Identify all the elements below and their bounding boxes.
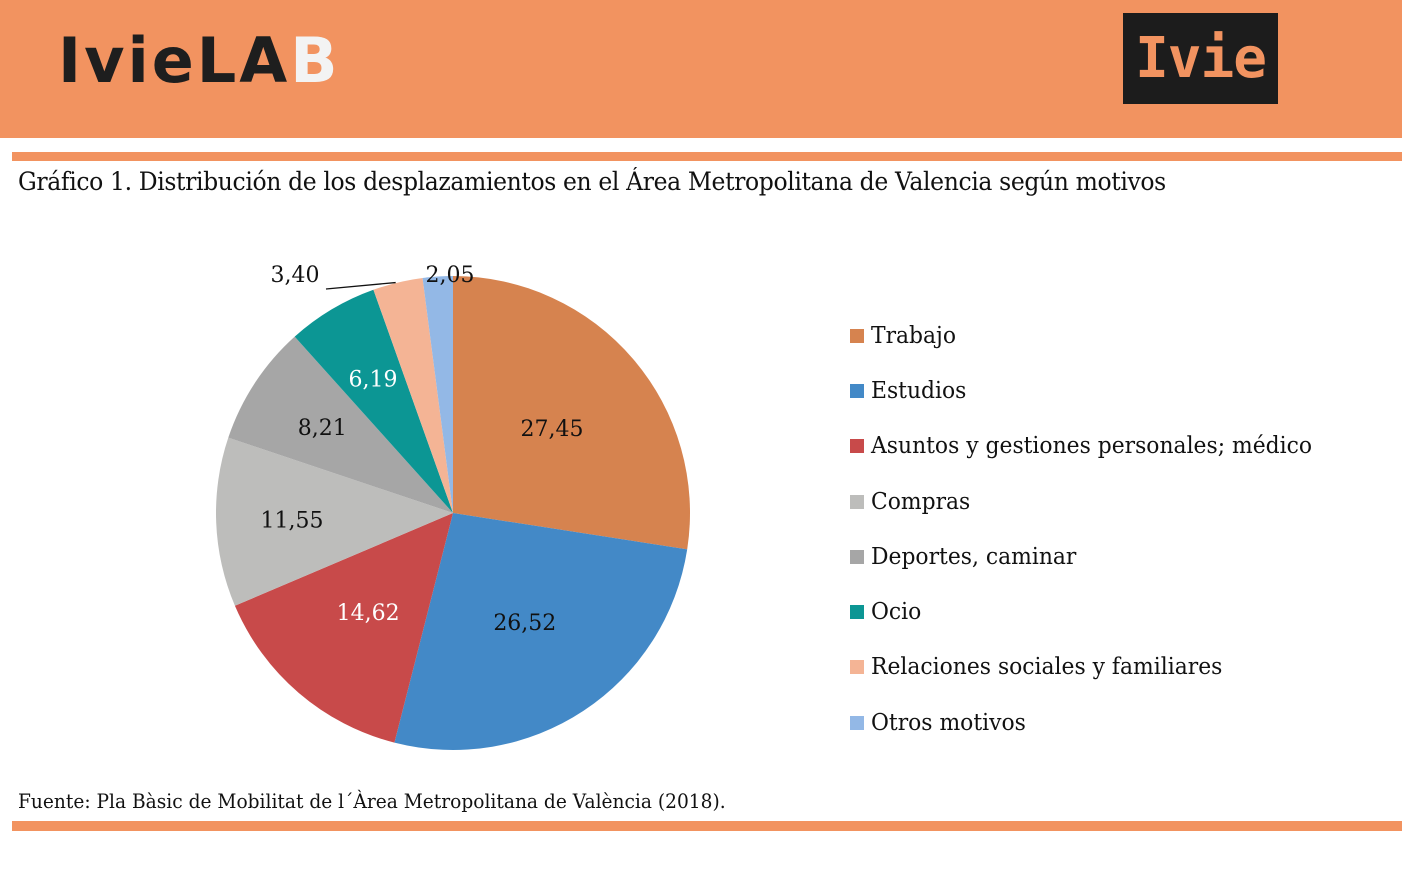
- legend-item-compras: Compras: [850, 474, 1335, 529]
- legend-item-otros-motivos: Otros motivos: [850, 695, 1335, 750]
- legend-label: Trabajo: [871, 322, 956, 349]
- pie-slice-relaciones-sociales-y-familiares: [373, 277, 453, 513]
- ivie-logo-text: Ivie: [1135, 26, 1267, 91]
- ivie-logo: Ivie: [1123, 13, 1278, 104]
- legend-swatch: [850, 439, 864, 454]
- legend-swatch: [850, 660, 864, 675]
- legend-item-deportes-caminar: Deportes, caminar: [850, 529, 1335, 584]
- legend-label: Deportes, caminar: [871, 543, 1077, 570]
- legend-swatch: [850, 328, 864, 343]
- legend-label: Asuntos y gestiones personales; médico: [871, 433, 1313, 460]
- leader-line-relaciones-sociales-y-familiares: [325, 281, 396, 290]
- legend-swatch: [850, 715, 864, 730]
- legend-swatch: [850, 383, 864, 398]
- chart-title: Gráfico 1. Distribución de los desplazam…: [18, 167, 1166, 196]
- chart-legend: Trabajo Estudios Asuntos y gestiones perso…: [850, 308, 1335, 750]
- pie-slice-otros-motivos: [422, 276, 453, 513]
- data-label-trabajo: 27,45: [521, 417, 584, 442]
- pie-slice-asuntos-y-gestiones-personales-medico: [234, 513, 453, 743]
- ivielab-logo: IvieLAB: [58, 26, 341, 96]
- top-divider: [12, 152, 1402, 161]
- source-note: Fuente: Pla Bàsic de Mobilitat de l´Àrea…: [18, 789, 726, 813]
- data-label-ocio: 6,19: [348, 368, 397, 393]
- legend-item-trabajo: Trabajo: [850, 308, 1335, 363]
- legend-label: Ocio: [871, 599, 922, 626]
- data-label-otros-motivos: 2,05: [426, 263, 475, 288]
- legend-swatch: [850, 549, 864, 564]
- data-label-deportes-caminar: 8,21: [298, 416, 347, 441]
- pie-slice-trabajo: [453, 276, 690, 550]
- data-label-relaciones-sociales-y-familiares: 3,40: [271, 263, 320, 288]
- legend-item-ocio: Ocio: [850, 584, 1335, 639]
- pie-slice-compras: [215, 437, 453, 606]
- data-label-asuntos-y-gestiones-personales-medico: 14,62: [337, 601, 400, 626]
- data-label-compras: 11,55: [260, 508, 323, 533]
- legend-swatch: [850, 605, 864, 620]
- legend-label: Otros motivos: [871, 709, 1026, 736]
- pie-slice-estudios: [394, 513, 688, 750]
- legend-label: Compras: [871, 488, 971, 515]
- logo-accent-text: B: [290, 24, 341, 97]
- header-band: IvieLAB Ivie: [0, 0, 1402, 138]
- legend-label: Relaciones sociales y familiares: [871, 654, 1223, 681]
- data-label-estudios: 26,52: [493, 611, 556, 636]
- legend-item-estudios: Estudios: [850, 363, 1335, 418]
- pie-slice-ocio: [294, 289, 453, 513]
- logo-main-text: IvieLA: [58, 24, 291, 97]
- legend-item-relaciones-sociales-y-familiares: Relaciones sociales y familiares: [850, 640, 1335, 695]
- pie-slice-deportes-caminar: [228, 336, 453, 513]
- legend-swatch: [850, 494, 864, 509]
- legend-item-asuntos-y-gestiones-personales-medico: Asuntos y gestiones personales; médico: [850, 419, 1335, 474]
- bottom-divider: [12, 821, 1402, 831]
- legend-label: Estudios: [871, 377, 967, 404]
